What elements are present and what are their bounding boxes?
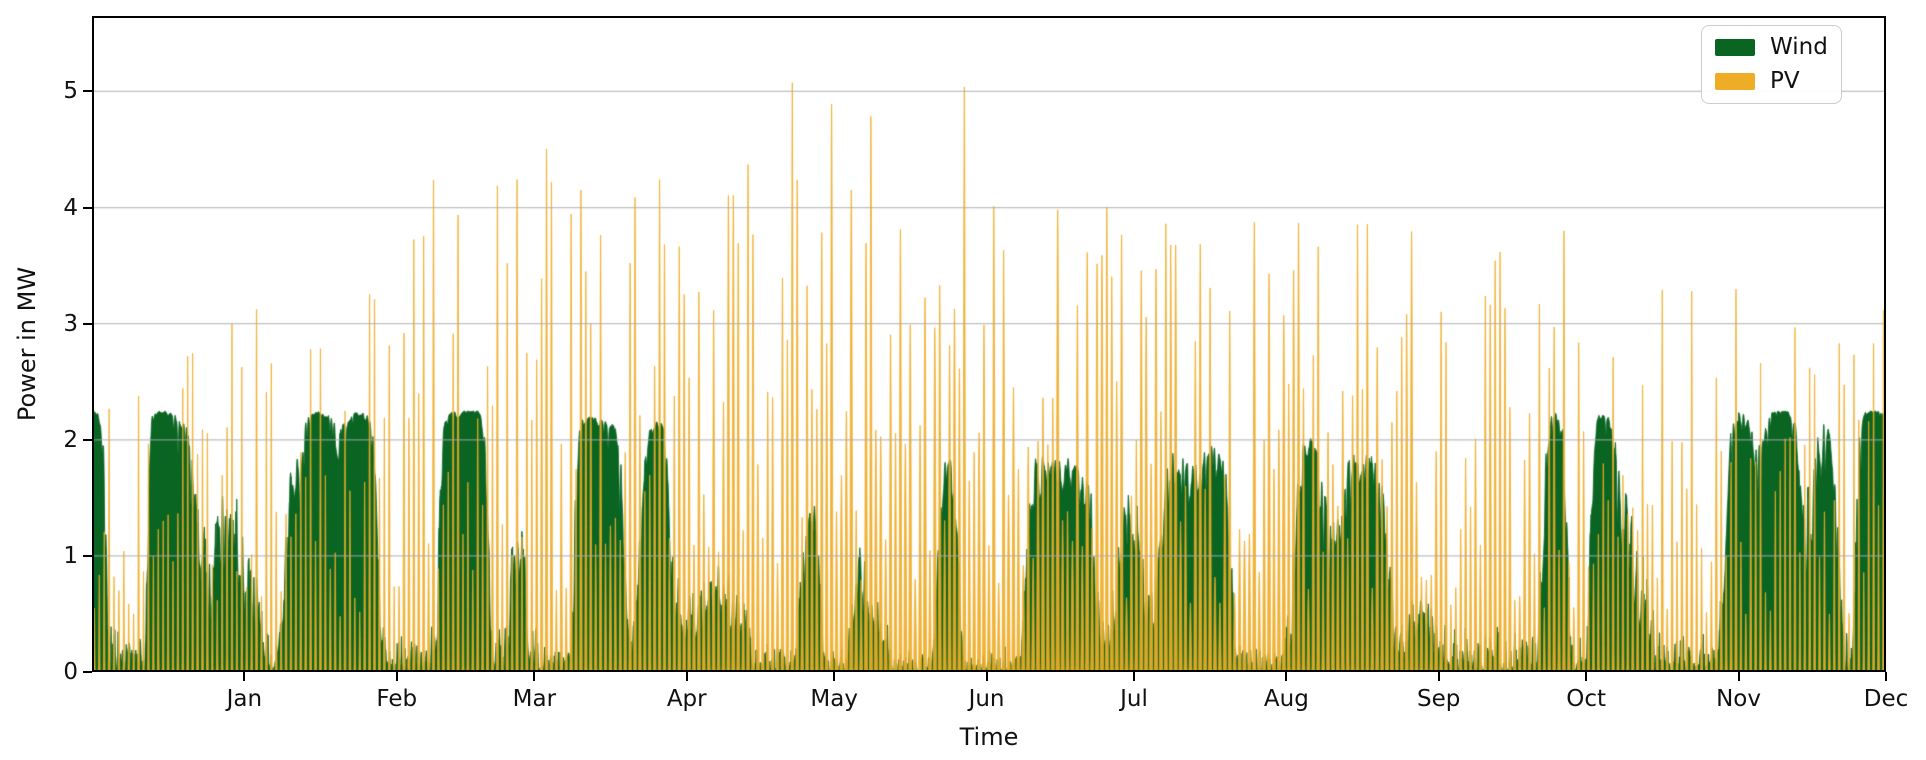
x-tick-label: Nov bbox=[1716, 686, 1761, 712]
x-tick-label: May bbox=[810, 686, 858, 712]
x-tick-label: Jun bbox=[968, 686, 1005, 712]
wind-color-swatch bbox=[1715, 38, 1755, 56]
x-tick-label: Mar bbox=[512, 686, 557, 712]
y-tick-mark bbox=[83, 206, 92, 209]
y-axis-label: Power in MW bbox=[13, 266, 41, 422]
x-tick-mark bbox=[1437, 672, 1440, 681]
x-tick-mark bbox=[1885, 672, 1887, 681]
y-tick-label: 1 bbox=[63, 542, 78, 569]
pv-legend-label: PV bbox=[1770, 68, 1800, 94]
y-tick-label: 3 bbox=[63, 310, 78, 337]
y-tick-label: 5 bbox=[63, 78, 78, 105]
x-tick-mark bbox=[833, 672, 836, 681]
x-tick-mark bbox=[395, 672, 398, 681]
x-tick-mark bbox=[1737, 672, 1740, 681]
x-tick-label: Jan bbox=[226, 686, 263, 712]
x-tick-label: Apr bbox=[666, 686, 707, 712]
x-tick-label: Aug bbox=[1263, 686, 1309, 712]
x-tick-label: Feb bbox=[376, 686, 418, 712]
y-tick-mark bbox=[83, 322, 92, 325]
pv-color-swatch bbox=[1715, 72, 1755, 90]
x-tick-label: Dec bbox=[1863, 686, 1909, 712]
x-tick-label: Oct bbox=[1566, 686, 1607, 712]
plot-area bbox=[92, 16, 1886, 672]
wind-legend-label: Wind bbox=[1770, 34, 1828, 60]
legend-item-pv: PV bbox=[1715, 69, 1828, 93]
y-tick-label: 2 bbox=[63, 426, 78, 453]
x-tick-mark bbox=[243, 672, 246, 681]
x-tick-mark bbox=[985, 672, 988, 681]
legend: Wind PV bbox=[1701, 25, 1842, 104]
x-tick-label: Jul bbox=[1120, 686, 1148, 712]
y-tick-label: 4 bbox=[63, 194, 78, 221]
x-tick-mark bbox=[685, 672, 688, 681]
y-tick-mark bbox=[83, 90, 92, 93]
x-tick-mark bbox=[1132, 672, 1135, 681]
y-tick-label: 0 bbox=[63, 659, 78, 685]
x-tick-label: Sep bbox=[1417, 686, 1461, 712]
x-tick-mark bbox=[1285, 672, 1288, 681]
x-tick-mark bbox=[1585, 672, 1588, 681]
y-tick-mark bbox=[83, 671, 92, 673]
legend-item-wind: Wind bbox=[1715, 35, 1828, 59]
y-tick-mark bbox=[83, 438, 92, 441]
y-tick-mark bbox=[83, 554, 92, 557]
x-tick-mark bbox=[533, 672, 536, 681]
x-axis-label: Time bbox=[959, 723, 1019, 751]
